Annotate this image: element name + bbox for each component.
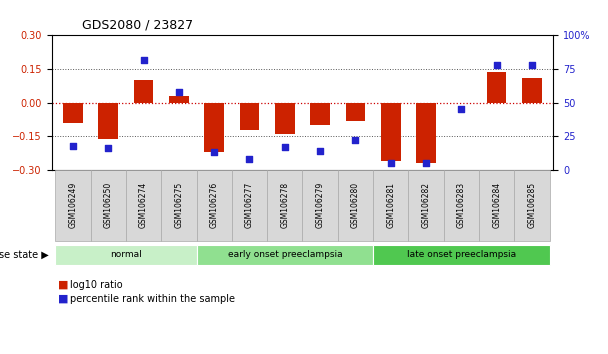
Bar bbox=[161, 170, 196, 241]
Text: ■: ■ bbox=[58, 280, 68, 290]
Bar bbox=[479, 170, 514, 241]
Bar bbox=[514, 170, 550, 241]
Text: GSM106276: GSM106276 bbox=[210, 182, 219, 228]
Text: GDS2080 / 23827: GDS2080 / 23827 bbox=[82, 19, 193, 32]
Text: GSM106284: GSM106284 bbox=[492, 182, 501, 228]
Bar bbox=[409, 170, 444, 241]
Bar bbox=[373, 245, 550, 265]
Bar bbox=[275, 103, 294, 134]
Point bbox=[527, 62, 537, 68]
Text: GSM106277: GSM106277 bbox=[245, 182, 254, 228]
Point bbox=[68, 143, 78, 149]
Bar bbox=[91, 170, 126, 241]
Bar bbox=[311, 103, 330, 125]
Bar bbox=[134, 80, 153, 103]
Text: GSM106285: GSM106285 bbox=[528, 182, 537, 228]
Text: GSM106280: GSM106280 bbox=[351, 182, 360, 228]
Text: disease state ▶: disease state ▶ bbox=[0, 250, 49, 260]
Text: GSM106281: GSM106281 bbox=[386, 182, 395, 228]
Bar bbox=[169, 96, 188, 103]
Bar bbox=[126, 170, 161, 241]
Bar bbox=[63, 103, 83, 123]
Bar bbox=[381, 103, 401, 161]
Bar bbox=[522, 78, 542, 103]
Bar bbox=[196, 170, 232, 241]
Bar bbox=[232, 170, 267, 241]
Text: GSM106249: GSM106249 bbox=[68, 182, 77, 228]
Text: log10 ratio: log10 ratio bbox=[70, 280, 123, 290]
Bar bbox=[373, 170, 409, 241]
Text: GSM106279: GSM106279 bbox=[316, 182, 325, 228]
Point bbox=[244, 156, 254, 162]
Point bbox=[457, 107, 466, 112]
Bar bbox=[55, 170, 91, 241]
Point bbox=[492, 62, 502, 68]
Point bbox=[386, 160, 396, 166]
Point bbox=[316, 148, 325, 154]
Point bbox=[421, 160, 431, 166]
Bar bbox=[240, 103, 259, 130]
Text: late onset preeclampsia: late onset preeclampsia bbox=[407, 250, 516, 259]
Bar bbox=[267, 170, 303, 241]
Bar bbox=[303, 170, 338, 241]
Bar bbox=[416, 103, 436, 163]
Text: GSM106278: GSM106278 bbox=[280, 182, 289, 228]
Bar bbox=[204, 103, 224, 152]
Text: GSM106250: GSM106250 bbox=[104, 182, 112, 228]
Bar bbox=[487, 72, 506, 103]
Bar bbox=[444, 170, 479, 241]
Bar bbox=[196, 245, 373, 265]
Point bbox=[351, 137, 361, 143]
Bar bbox=[98, 103, 118, 138]
Point bbox=[103, 145, 113, 151]
Text: percentile rank within the sample: percentile rank within the sample bbox=[70, 294, 235, 304]
Text: ■: ■ bbox=[58, 294, 68, 304]
Bar bbox=[346, 103, 365, 121]
Text: normal: normal bbox=[110, 250, 142, 259]
Bar bbox=[338, 170, 373, 241]
Point bbox=[174, 89, 184, 95]
Text: early onset preeclampsia: early onset preeclampsia bbox=[227, 250, 342, 259]
Text: GSM106282: GSM106282 bbox=[421, 182, 430, 228]
Point bbox=[139, 57, 148, 62]
Text: GSM106274: GSM106274 bbox=[139, 182, 148, 228]
Point bbox=[209, 150, 219, 155]
Point bbox=[280, 144, 289, 150]
Bar bbox=[55, 245, 196, 265]
Text: GSM106275: GSM106275 bbox=[174, 182, 184, 228]
Text: GSM106283: GSM106283 bbox=[457, 182, 466, 228]
